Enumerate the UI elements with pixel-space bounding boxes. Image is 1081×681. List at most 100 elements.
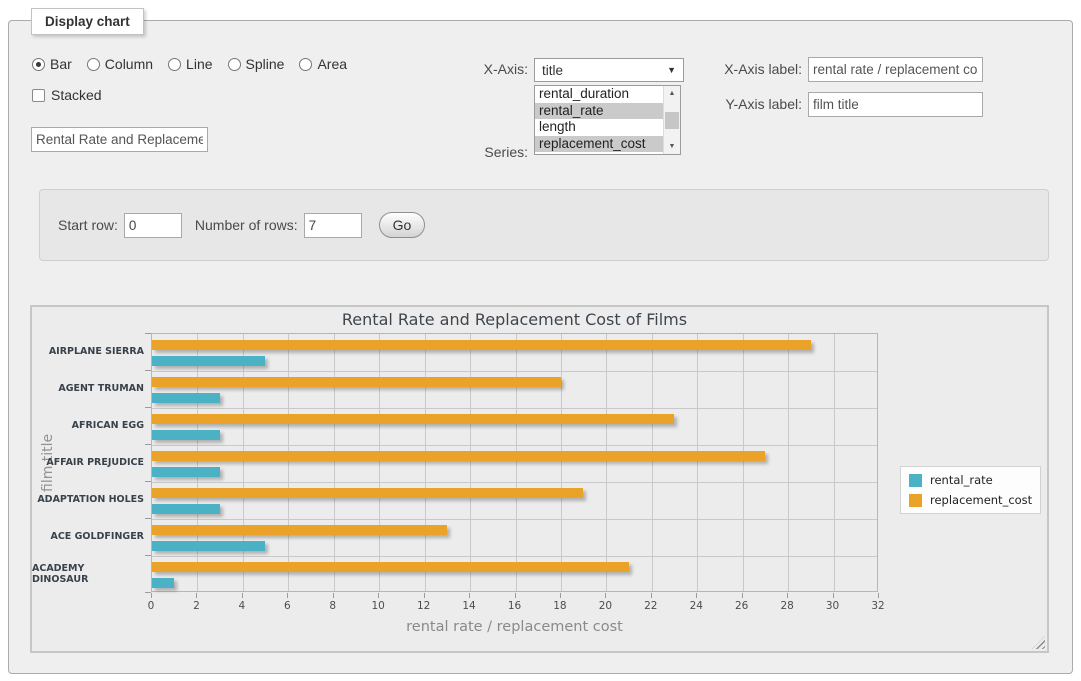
y-axis-label-label: Y-Axis label: [699,96,802,112]
gridline-vertical [425,334,426,591]
y-axis-tick [145,555,151,556]
bar-replacement_cost [152,340,811,350]
x-tick-label: 18 [542,600,578,612]
x-axis-select-value: title [542,63,563,78]
x-axis-tick [833,593,834,598]
bar-rental_rate [152,393,220,403]
legend-row: replacement_cost [909,493,1032,507]
number-of-rows-input[interactable] [304,213,362,238]
category-label: ACADEMY DINOSAUR [32,555,144,592]
x-axis-tick [651,593,652,598]
x-axis-tick [287,593,288,598]
series-option-rental_duration[interactable]: rental_duration [535,86,663,103]
gridline-horizontal [152,519,877,520]
x-axis-label-input[interactable] [808,57,983,82]
radio-icon[interactable] [87,58,100,71]
x-axis-tick [242,593,243,598]
chart-legend: rental_rate replacement_cost [900,466,1041,514]
x-tick-label: 28 [769,600,805,612]
gridline-horizontal [152,408,877,409]
chart-type-label: Line [186,56,212,72]
number-of-rows-label: Number of rows: [195,217,298,233]
legend-swatch-replacement_cost [909,494,922,507]
x-tick-label: 12 [406,600,442,612]
chart-type-area[interactable]: Area [299,56,347,72]
y-axis-tick [145,407,151,408]
category-label: AGENT TRUMAN [32,370,144,407]
chart-type-bar[interactable]: Bar [32,56,72,72]
legend-label: rental_rate [930,473,993,487]
x-axis-tick [560,593,561,598]
go-button[interactable]: Go [379,212,426,238]
gridline-vertical [379,334,380,591]
y-axis-label-input[interactable] [808,92,983,117]
category-label: AFFAIR PREJUDICE [32,444,144,481]
scrollbar-thumb[interactable] [665,112,679,129]
stacked-checkbox-row[interactable]: Stacked [32,87,102,103]
chart-title-input[interactable] [31,127,208,152]
gridline-vertical [652,334,653,591]
scroll-down-icon[interactable]: ▼ [664,139,680,154]
radio-icon[interactable] [228,58,241,71]
bar-replacement_cost [152,377,561,387]
series-multiselect[interactable]: rental_durationrental_ratelengthreplacem… [534,85,681,155]
bar-rental_rate [152,430,220,440]
radio-icon[interactable] [168,58,181,71]
x-axis-tick [787,593,788,598]
chart-type-column[interactable]: Column [87,56,153,72]
chevron-down-icon: ▼ [667,65,676,75]
x-tick-label: 10 [360,600,396,612]
chart-type-spline[interactable]: Spline [228,56,285,72]
stacked-checkbox[interactable] [32,89,45,102]
start-row-label: Start row: [58,217,118,233]
series-option-replacement_cost[interactable]: replacement_cost [535,136,663,153]
gridline-vertical [834,334,835,591]
x-axis-tick [696,593,697,598]
x-axis-tick [151,593,152,598]
chart-type-label: Bar [50,56,72,72]
series-options: rental_durationrental_ratelengthreplacem… [535,86,663,154]
x-axis-tick [515,593,516,598]
page: Display chart BarColumnLineSplineArea St… [0,0,1081,681]
bar-replacement_cost [152,525,447,535]
radio-icon[interactable] [299,58,312,71]
start-row-input[interactable] [124,213,182,238]
x-axis-tick [469,593,470,598]
legend-row: rental_rate [909,473,1032,487]
chart-type-label: Spline [246,56,285,72]
plot-area [151,333,878,592]
gridline-vertical [288,334,289,591]
x-tick-label: 6 [269,600,305,612]
x-tick-label: 4 [224,600,260,612]
scroll-up-icon[interactable]: ▲ [664,86,680,101]
scrollbar[interactable]: ▲ ▼ [663,86,680,154]
x-tick-label: 8 [315,600,351,612]
chart-type-line[interactable]: Line [168,56,212,72]
x-axis-tick [742,593,743,598]
radio-icon[interactable] [32,58,45,71]
x-axis-tick [424,593,425,598]
bar-replacement_cost [152,562,629,572]
x-tick-label: 0 [133,600,169,612]
category-label: AFRICAN EGG [32,407,144,444]
legend-swatch-rental_rate [909,474,922,487]
x-tick-label: 32 [860,600,896,612]
chart-title: Rental Rate and Replacement Cost of Film… [151,310,878,329]
series-option-rental_rate[interactable]: rental_rate [535,103,663,120]
resize-handle-icon[interactable] [1032,636,1045,649]
gridline-vertical [561,334,562,591]
gridline-horizontal [152,556,877,557]
x-axis-select[interactable]: title ▼ [534,58,684,82]
gridline-horizontal [152,445,877,446]
bar-replacement_cost [152,451,765,461]
bar-rental_rate [152,541,265,551]
gridline-vertical [743,334,744,591]
series-option-length[interactable]: length [535,119,663,136]
gridline-horizontal [152,482,877,483]
gridline-vertical [334,334,335,591]
gridline-vertical [470,334,471,591]
y-axis-tick [145,481,151,482]
legend-label: replacement_cost [930,493,1032,507]
gridline-vertical [606,334,607,591]
x-axis-select-label: X-Axis: [439,61,528,77]
